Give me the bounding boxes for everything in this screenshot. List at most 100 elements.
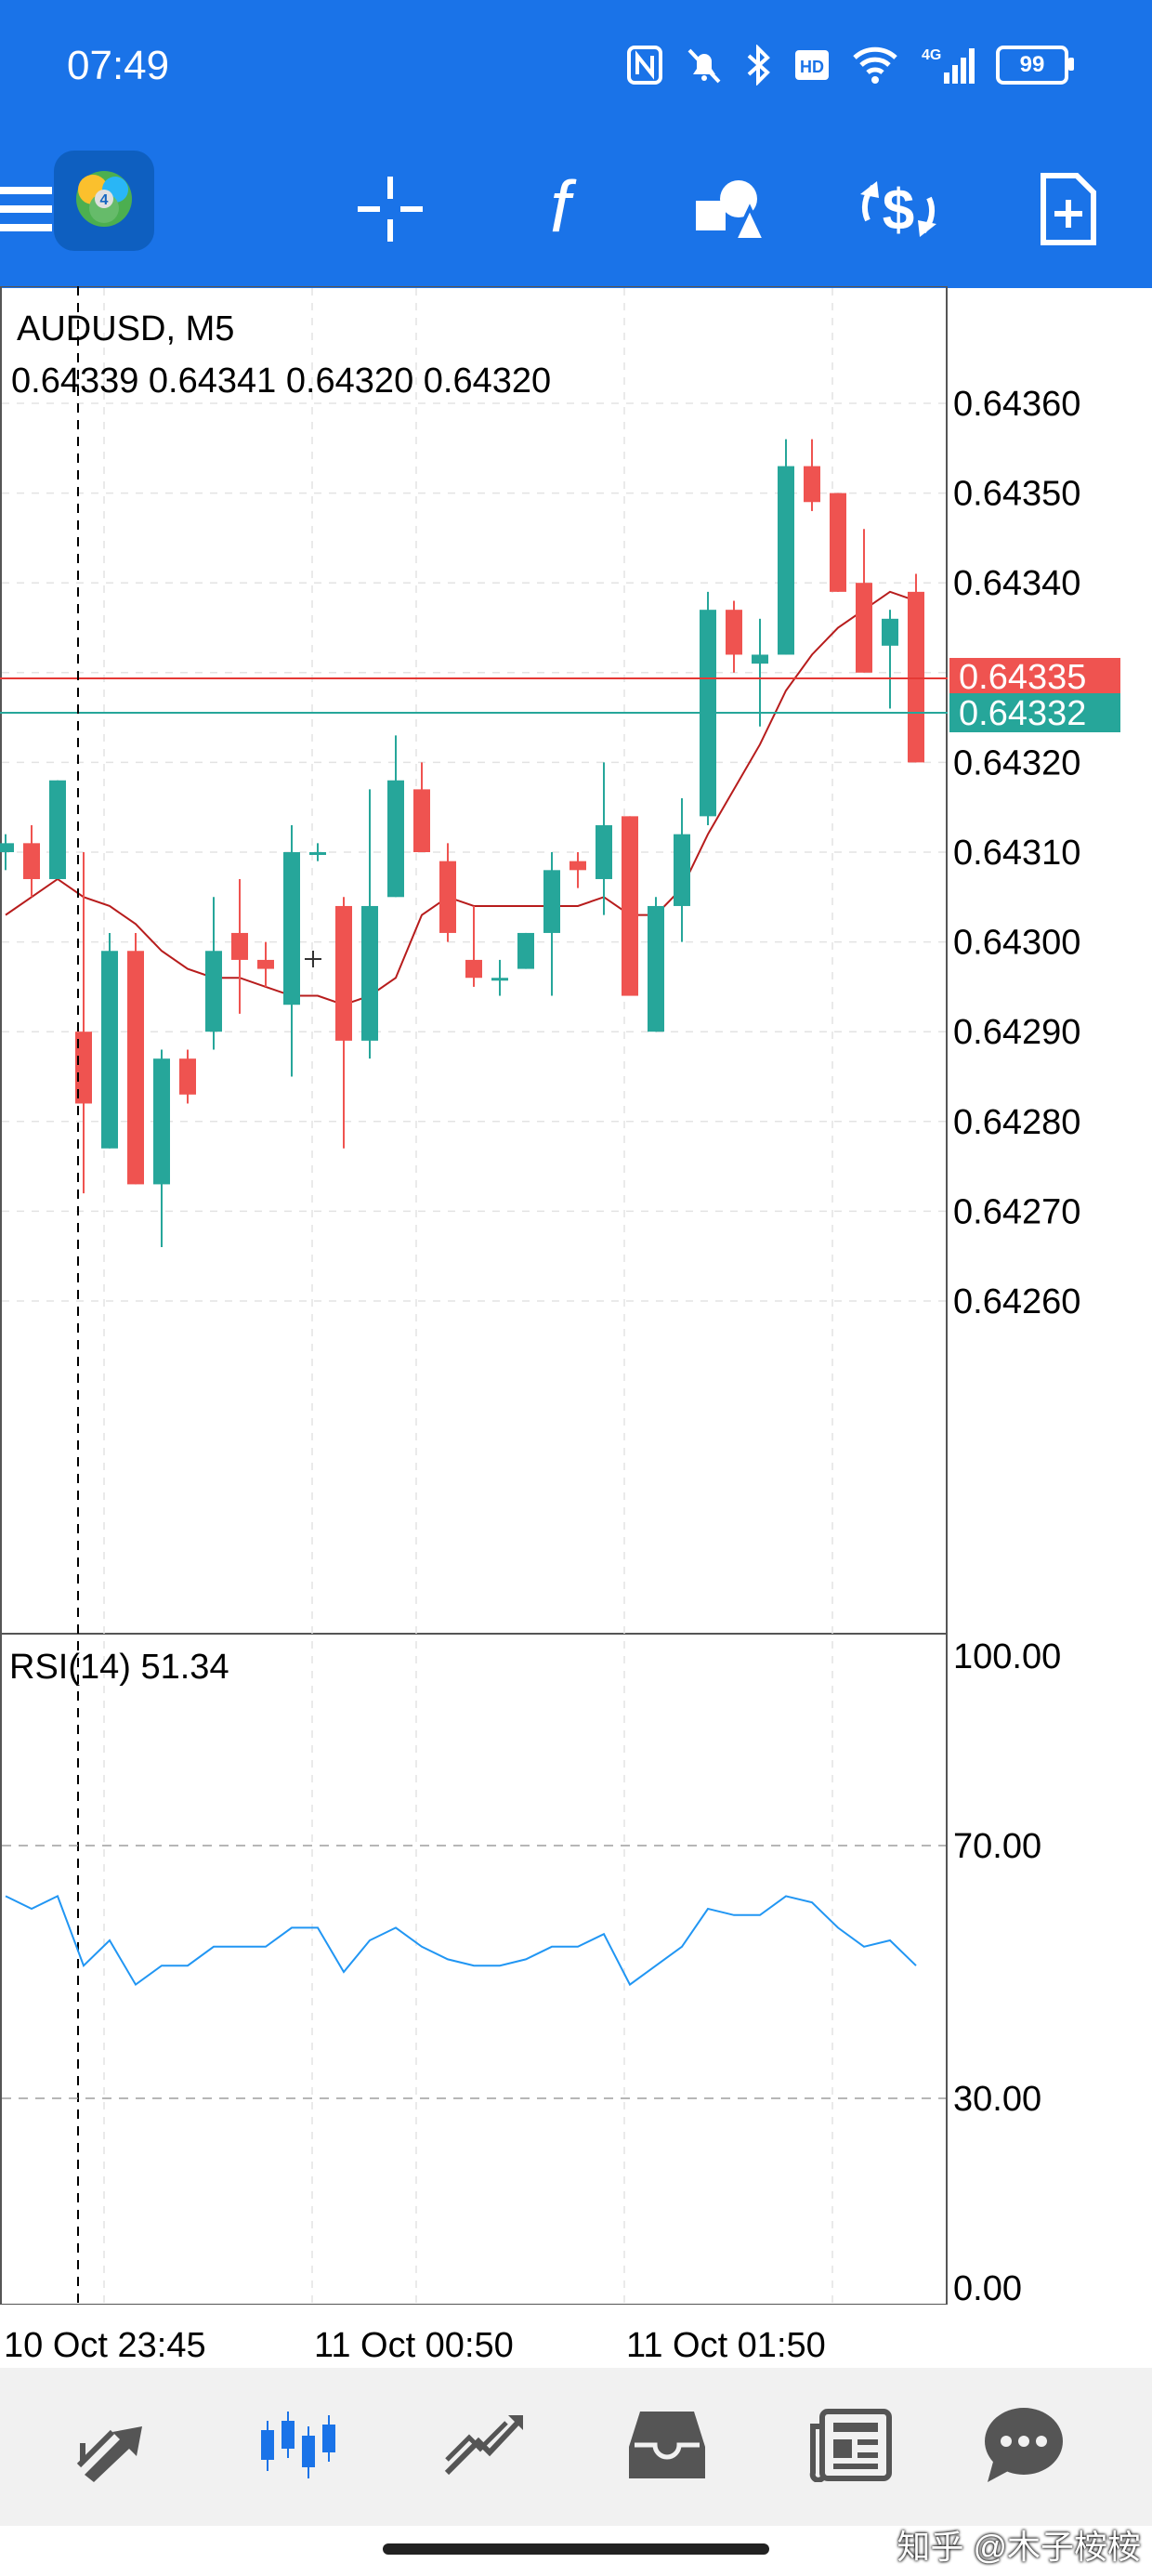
candle-body [179, 1058, 196, 1095]
price-tick-label: 0.64260 [953, 1282, 1080, 1321]
bluetooth-icon [747, 45, 770, 85]
watermark: 知乎 @木子桉桉 [897, 2528, 1141, 2566]
candle-body [387, 780, 404, 898]
nav-news[interactable] [795, 2394, 907, 2496]
candle-body [439, 861, 456, 933]
chart-toolbar: 4 f $ [0, 132, 1152, 288]
candle [49, 780, 66, 879]
indicators-button[interactable]: f [509, 158, 611, 260]
chart-area[interactable]: 0.643600.643500.643400.643300.643200.643… [0, 285, 1152, 2365]
cursor-marker [305, 951, 321, 967]
rsi-axis: 100.00 70.00 30.00 0.00 [953, 1637, 1061, 2308]
candle [23, 825, 40, 898]
status-time: 07:49 [67, 43, 170, 88]
candle [752, 618, 768, 727]
messages-icon [985, 2408, 1063, 2482]
menu-icon [0, 187, 52, 231]
objects-button[interactable] [678, 158, 780, 260]
wifi-icon [853, 46, 897, 84]
candle [231, 878, 248, 1014]
crosshair-button[interactable] [339, 158, 441, 260]
candle-body [335, 905, 352, 1041]
bid-ask-lines: 0.64335 0.64332 [0, 658, 1120, 733]
candle-body [309, 852, 326, 855]
history-icon [629, 2412, 705, 2478]
candle [205, 897, 222, 1050]
candle [648, 897, 664, 1032]
home-indicator[interactable] [383, 2543, 769, 2555]
candle-body [882, 618, 898, 646]
nav-chart[interactable] [243, 2394, 355, 2496]
candle [778, 439, 794, 655]
new-order-button[interactable] [1016, 158, 1119, 260]
menu-button[interactable] [0, 158, 74, 260]
bid-tag: 0.64335 [959, 658, 1086, 697]
candle [856, 529, 872, 673]
candle [726, 600, 742, 673]
chart-icon [261, 2412, 335, 2478]
nav-messages[interactable] [968, 2394, 1080, 2496]
price-tick-label: 0.64340 [953, 564, 1080, 603]
candle-body [0, 843, 14, 852]
ask-tag: 0.64332 [959, 694, 1086, 733]
candle [257, 941, 274, 987]
candle-body [49, 780, 66, 879]
ma-line [5, 590, 917, 1006]
candle-body [596, 825, 612, 879]
bottom-nav [0, 2368, 1152, 2526]
objects-icon [696, 180, 766, 242]
candle-body [830, 493, 846, 592]
trade-button[interactable]: $ [847, 158, 949, 260]
candle [491, 959, 508, 996]
signal-4g-icon: 4G [922, 47, 975, 84]
time-label-2: 11 Oct 00:50 [314, 2326, 514, 2365]
candle [700, 591, 716, 826]
price-tick-label: 0.64300 [953, 924, 1080, 963]
candle [75, 852, 92, 1194]
candle-body [465, 959, 482, 979]
app-logo: 4 [52, 149, 156, 253]
rsi-indicator [2, 1845, 946, 2099]
svg-text:HD: HD [800, 58, 824, 76]
candle-body [75, 1032, 92, 1104]
candle [309, 843, 326, 861]
time-label-3: 11 Oct 01:50 [626, 2326, 826, 2365]
price-tick-label: 0.64270 [953, 1192, 1080, 1231]
quotes-icon [76, 2426, 142, 2482]
ask-tag-bg [949, 693, 1120, 732]
candle [596, 762, 612, 915]
svg-text:f: f [550, 172, 577, 246]
candle-body [491, 978, 508, 981]
bid-tag-bg [949, 658, 1120, 697]
candle-body [127, 951, 144, 1185]
rsi-tick-label: 30.00 [953, 2080, 1041, 2119]
nav-trade[interactable] [427, 2394, 539, 2496]
status-bar: 07:49 HD 4G 99 [0, 0, 1152, 132]
price-tick-label: 0.64320 [953, 743, 1080, 782]
chart-canvas[interactable]: 0.643600.643500.643400.643300.643200.643… [0, 285, 1152, 2352]
new-order-icon [1041, 173, 1096, 245]
candle [543, 852, 560, 996]
nav-quotes[interactable] [61, 2394, 173, 2496]
candle-body [569, 861, 586, 871]
candle-body [413, 789, 430, 852]
candle [569, 852, 586, 888]
candle [283, 825, 300, 1077]
candle-body [674, 834, 690, 906]
candle [179, 1049, 196, 1104]
candle [439, 843, 456, 942]
candle [153, 1049, 170, 1248]
moving-average [5, 590, 917, 1006]
price-tick-label: 0.64280 [953, 1103, 1080, 1142]
trade-icon [444, 2415, 523, 2476]
candle [413, 762, 430, 852]
candle-body [752, 654, 768, 664]
nav-history[interactable] [611, 2394, 723, 2496]
price-tick-label: 0.64360 [953, 385, 1080, 424]
crosshair-icon [358, 177, 423, 242]
candle [361, 789, 378, 1059]
candle [101, 932, 118, 1149]
candle [387, 735, 404, 898]
time-label-1: 10 Oct 23:45 [4, 2326, 206, 2365]
app-logo-icon: 4 [54, 151, 154, 251]
